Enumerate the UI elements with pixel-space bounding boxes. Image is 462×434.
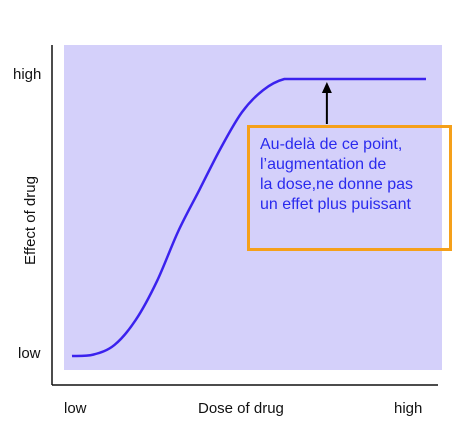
x-tick-label-low: low [64,400,87,417]
x-axis-title: Dose of drug [198,400,284,417]
y-tick-label-high: high [13,66,41,83]
annotation-text: Au-delà de ce point, l’augmentation de l… [260,136,414,213]
y-axis-title: Effect of drug [22,176,39,265]
dose-response-curve [71,77,426,358]
y-tick-label-low: low [18,345,41,362]
x-tick-label-high: high [394,400,422,417]
annotation-box: Au-delà de ce point, l’augmentation de l… [247,125,452,251]
annotation-arrow-head [321,82,332,93]
